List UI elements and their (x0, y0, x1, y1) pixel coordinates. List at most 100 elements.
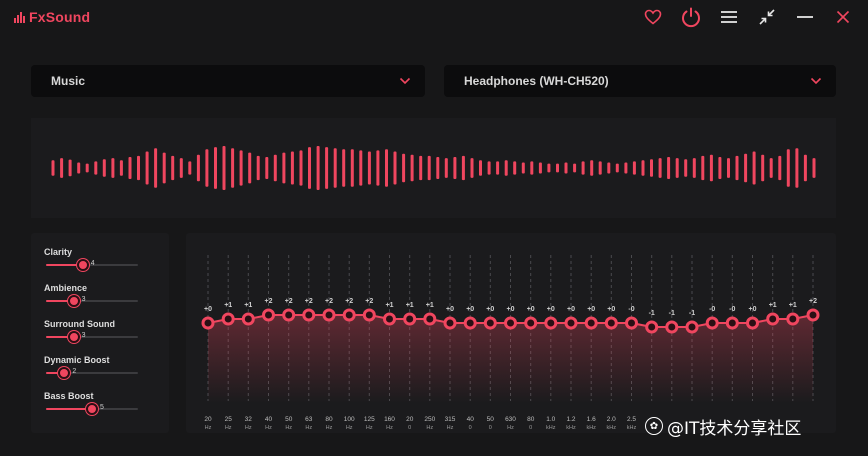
eq-band[interactable]: +2 80 Hz (322, 298, 336, 431)
ambience-slider-fill (46, 300, 74, 302)
eq-frequency-label: 80 (325, 416, 333, 423)
eq-band[interactable]: -0 (705, 306, 719, 330)
power-button[interactable] (678, 4, 704, 30)
watermark-logo-icon: ✿ (645, 417, 663, 435)
eq-band-handle[interactable] (201, 316, 215, 330)
eq-band-handle[interactable] (725, 316, 739, 330)
eq-band-handle[interactable] (766, 312, 780, 326)
dynamic-boost-slider-thumb[interactable] (58, 367, 71, 379)
output-device-dropdown[interactable]: Headphones (WH-CH520) (444, 65, 836, 97)
eq-band[interactable]: -0 2.5 kHz (625, 306, 638, 431)
minimize-button[interactable] (792, 4, 818, 30)
eq-band-handle[interactable] (544, 316, 558, 330)
eq-band-handle[interactable] (645, 320, 659, 334)
eq-band-handle[interactable] (504, 316, 517, 330)
eq-band[interactable]: +2 63 Hz (302, 298, 316, 431)
dynamic-boost-slider[interactable] (46, 372, 138, 374)
eq-band[interactable]: +1 160 Hz (383, 302, 396, 431)
chevron-down-icon (810, 77, 822, 85)
eq-band[interactable]: +2 125 Hz (362, 298, 376, 431)
eq-band-handle[interactable] (463, 316, 477, 330)
eq-band[interactable]: +0 (746, 306, 759, 330)
eq-band[interactable]: -1 (665, 310, 679, 334)
visualizer-bar (60, 158, 64, 178)
eq-frequency-unit: Hz (507, 425, 514, 431)
eq-band[interactable]: -0 (725, 306, 739, 330)
eq-band[interactable]: +2 (806, 298, 820, 322)
eq-band-handle[interactable] (443, 316, 457, 330)
clarity-slider[interactable] (46, 264, 138, 266)
eq-band[interactable]: -1 (685, 310, 699, 334)
visualizer-bar (239, 150, 243, 186)
eq-band-handle[interactable] (262, 308, 275, 322)
close-button[interactable] (830, 4, 856, 30)
eq-band[interactable]: +0 50 0 (483, 306, 497, 431)
eq-band[interactable]: +1 250 Hz (423, 302, 437, 431)
eq-band-handle[interactable] (786, 312, 800, 326)
eq-band-handle[interactable] (483, 316, 497, 330)
eq-gain-label: +2 (265, 298, 273, 305)
eq-band[interactable]: +0 315 Hz (443, 306, 457, 431)
ambience-slider[interactable] (46, 300, 138, 302)
eq-frequency-unit: Hz (366, 425, 373, 431)
eq-band-handle[interactable] (423, 312, 437, 326)
eq-band-handle[interactable] (564, 316, 578, 330)
eq-band[interactable]: +2 40 Hz (262, 298, 275, 431)
eq-band[interactable]: +2 100 Hz (342, 298, 356, 431)
visualizer-bar (564, 162, 568, 174)
surround-sound-slider-fill (46, 336, 74, 338)
eq-band-handle[interactable] (322, 308, 336, 322)
eq-gain-label: +0 (567, 306, 575, 313)
visualizer-bar (290, 151, 294, 185)
eq-band-handle[interactable] (221, 312, 235, 326)
preset-dropdown[interactable]: Music (31, 65, 425, 97)
eq-band-handle[interactable] (685, 320, 699, 334)
eq-band[interactable]: +0 80 0 (524, 306, 538, 431)
eq-band-handle[interactable] (604, 316, 618, 330)
visualizer-bar (77, 162, 81, 174)
favorite-button[interactable] (640, 4, 666, 30)
visualizer-bar (402, 153, 406, 183)
eq-band-handle[interactable] (625, 316, 638, 330)
eq-band[interactable]: +0 630 Hz (504, 306, 517, 431)
eq-band[interactable]: -1 (645, 310, 659, 334)
eq-band-handle[interactable] (362, 308, 376, 322)
menu-button[interactable] (716, 4, 742, 30)
eq-band-handle[interactable] (282, 308, 296, 322)
eq-band[interactable]: +0 20 Hz (201, 306, 215, 431)
eq-band-handle[interactable] (705, 316, 719, 330)
surround-sound-value: 3 (81, 332, 86, 339)
eq-band-handle[interactable] (746, 316, 759, 330)
eq-band[interactable]: +0 1.2 kHz (564, 306, 578, 431)
clarity-slider-thumb[interactable] (76, 259, 89, 271)
eq-band-handle[interactable] (806, 308, 820, 322)
eq-band[interactable]: +1 20 0 (403, 302, 417, 431)
eq-band-handle[interactable] (524, 316, 538, 330)
eq-band[interactable]: +0 1.6 kHz (584, 306, 598, 431)
eq-band-handle[interactable] (584, 316, 598, 330)
eq-band-handle[interactable] (665, 320, 679, 334)
eq-frequency-label: 1.0 (546, 416, 555, 423)
dynamic-boost-label: Dynamic Boost (44, 355, 110, 365)
visualizer-bar (607, 162, 611, 174)
eq-frequency-label: 25 (225, 416, 233, 423)
eq-band-handle[interactable] (342, 308, 356, 322)
eq-band-handle[interactable] (383, 312, 396, 326)
eq-band-handle[interactable] (403, 312, 417, 326)
eq-frequency-label: 40 (265, 416, 273, 423)
eq-band[interactable]: +1 25 Hz (221, 302, 235, 431)
surround-sound-slider-thumb[interactable] (67, 331, 80, 343)
eq-band[interactable]: +1 32 Hz (241, 302, 255, 431)
eq-band-handle[interactable] (241, 312, 255, 326)
eq-band[interactable]: +0 1.0 kHz (544, 306, 558, 431)
bass-boost-slider-thumb[interactable] (86, 403, 98, 415)
eq-band[interactable]: +1 (786, 302, 800, 326)
eq-band[interactable]: +0 2.0 kHz (604, 306, 618, 431)
ambience-slider-thumb[interactable] (67, 295, 80, 307)
eq-band[interactable]: +0 40 0 (463, 306, 477, 431)
eq-band[interactable]: +1 (766, 302, 780, 326)
eq-band-handle[interactable] (302, 308, 316, 322)
eq-band[interactable]: +2 50 Hz (282, 298, 296, 431)
surround-sound-slider[interactable] (46, 336, 138, 338)
shrink-button[interactable] (754, 4, 780, 30)
